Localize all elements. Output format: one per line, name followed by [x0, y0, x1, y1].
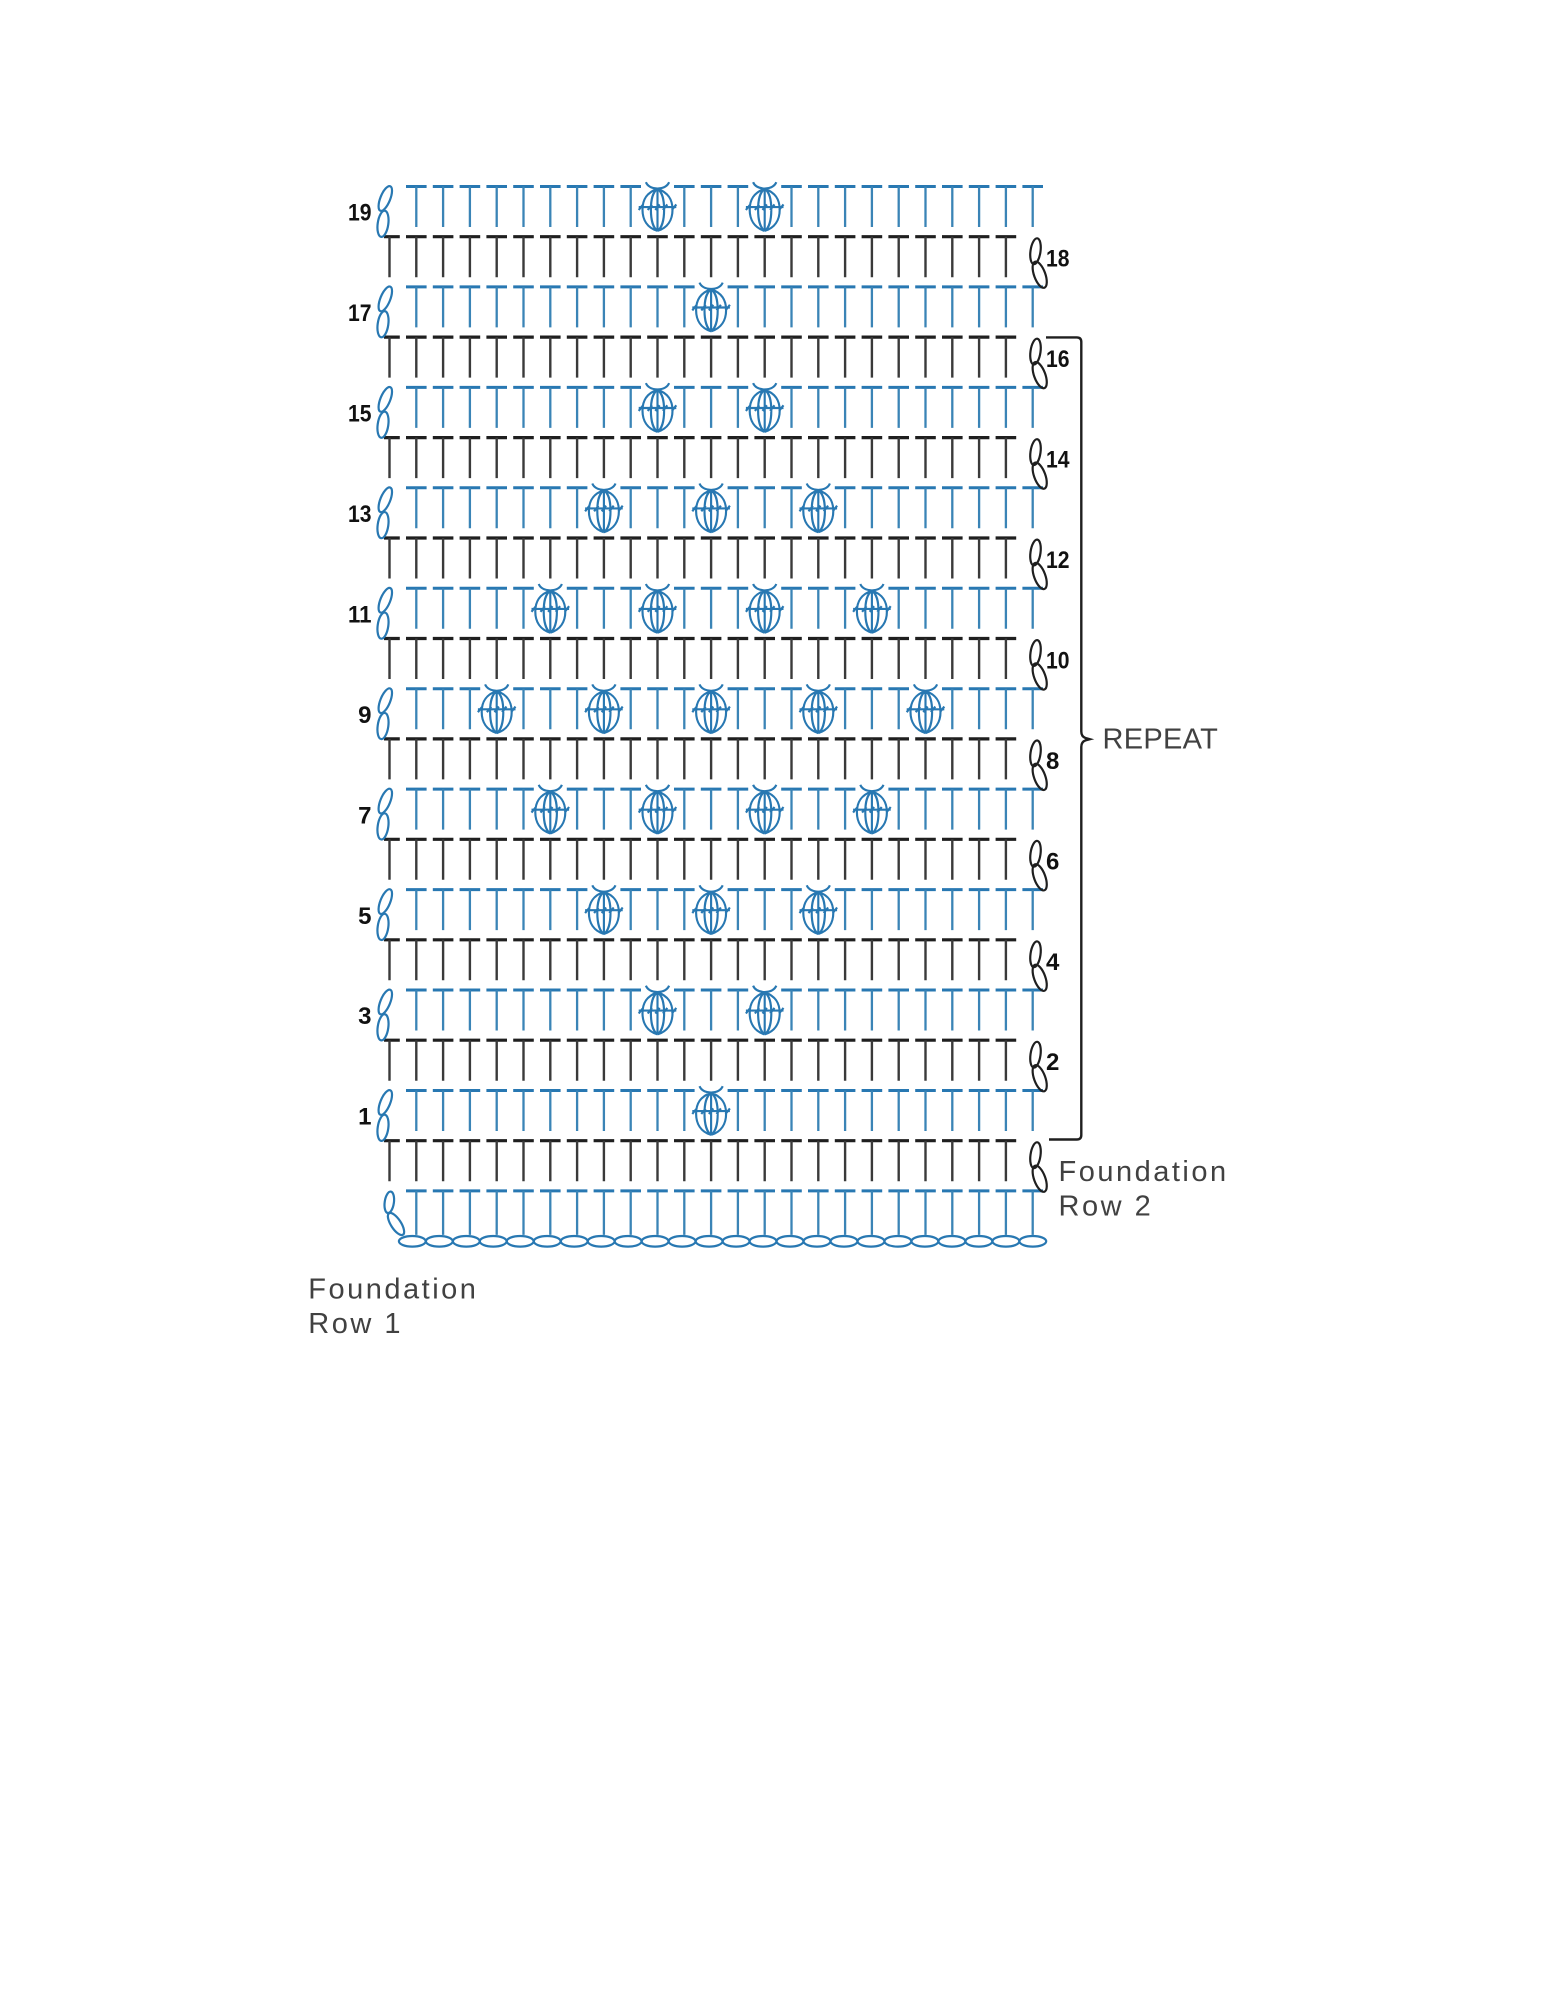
svg-text:1: 1	[358, 1104, 371, 1131]
svg-text:2: 2	[1046, 1049, 1059, 1076]
svg-text:15: 15	[348, 401, 372, 428]
svg-text:9: 9	[358, 702, 371, 729]
svg-text:Foundation: Foundation	[1059, 1156, 1229, 1188]
svg-text:17: 17	[348, 300, 372, 327]
svg-text:10: 10	[1046, 648, 1070, 675]
svg-text:12: 12	[1046, 547, 1070, 574]
svg-text:14: 14	[1046, 447, 1070, 474]
svg-text:13: 13	[348, 501, 372, 528]
svg-text:6: 6	[1046, 848, 1059, 875]
svg-text:Foundation: Foundation	[308, 1273, 478, 1305]
svg-text:16: 16	[1046, 346, 1070, 373]
svg-text:18: 18	[1046, 246, 1070, 273]
svg-text:8: 8	[1046, 748, 1059, 775]
svg-text:11: 11	[348, 602, 372, 629]
svg-text:5: 5	[358, 903, 371, 930]
svg-text:4: 4	[1046, 949, 1060, 976]
svg-text:REPEAT: REPEAT	[1103, 724, 1219, 756]
svg-text:Row 2: Row 2	[1059, 1191, 1154, 1223]
svg-text:Row 1: Row 1	[308, 1308, 403, 1340]
svg-text:3: 3	[358, 1003, 371, 1030]
svg-text:7: 7	[358, 802, 371, 829]
svg-text:19: 19	[348, 200, 372, 227]
